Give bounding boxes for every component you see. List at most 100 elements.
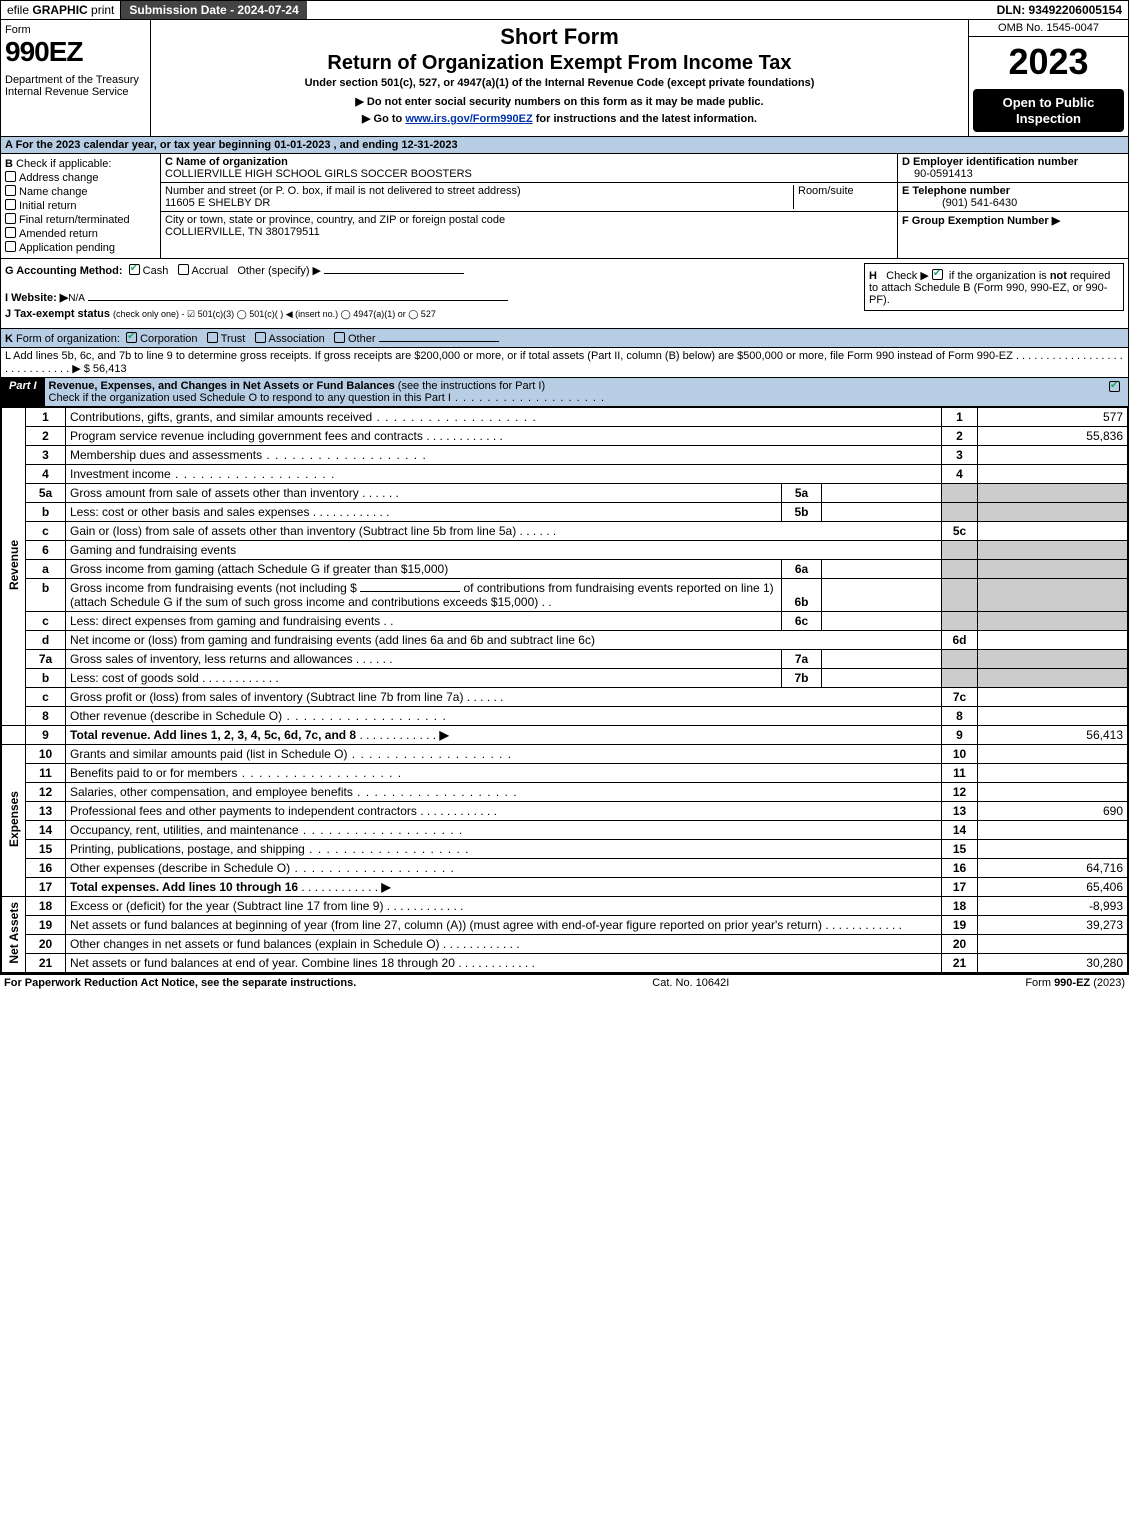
l11-num: 11 xyxy=(26,764,66,783)
chk-name-change[interactable] xyxy=(5,185,16,196)
chk-trust[interactable] xyxy=(207,332,218,343)
l6-desc: Gaming and fundraising events xyxy=(66,541,942,560)
l2-amt: 55,836 xyxy=(978,427,1128,446)
l17-desc: Total expenses. Add lines 10 through 16 … xyxy=(66,878,942,897)
g-label: G Accounting Method: xyxy=(5,265,123,277)
l13-desc: Professional fees and other payments to … xyxy=(66,802,942,821)
l5c-desc: Gain or (loss) from sale of assets other… xyxy=(66,522,942,541)
e-label: E Telephone number xyxy=(902,185,1010,197)
l1-desc: Contributions, gifts, grants, and simila… xyxy=(66,408,942,427)
line-21: 21 Net assets or fund balances at end of… xyxy=(2,954,1128,973)
irs-link[interactable]: www.irs.gov/Form990EZ xyxy=(405,113,532,125)
efile-print-word: print xyxy=(91,3,114,17)
line-5b: b Less: cost or other basis and sales ex… xyxy=(2,503,1128,522)
chk-final-return[interactable] xyxy=(5,213,16,224)
l12-amt xyxy=(978,783,1128,802)
footer-left: For Paperwork Reduction Act Notice, see … xyxy=(4,977,356,989)
l5b-num: b xyxy=(26,503,66,522)
b-item-5: Application pending xyxy=(19,242,115,254)
chk-schedule-o[interactable] xyxy=(1109,381,1120,392)
line-5c: c Gain or (loss) from sale of assets oth… xyxy=(2,522,1128,541)
l9-desc: Total revenue. Add lines 1, 2, 3, 4, 5c,… xyxy=(66,726,942,745)
l1-num: 1 xyxy=(26,408,66,427)
l20-desc: Other changes in net assets or fund bala… xyxy=(66,935,942,954)
form-label: Form xyxy=(5,24,146,36)
footer-center: Cat. No. 10642I xyxy=(356,977,1025,989)
l19-num: 19 xyxy=(26,916,66,935)
l6c-ln-grey xyxy=(942,612,978,631)
l13-amt: 690 xyxy=(978,802,1128,821)
l6d-amt xyxy=(978,631,1128,650)
footer-right-bold: 990-EZ xyxy=(1054,977,1090,989)
phone-value: (901) 541-6430 xyxy=(902,197,1017,209)
submission-date: Submission Date - 2024-07-24 xyxy=(121,1,306,19)
under-section: Under section 501(c), 527, or 4947(a)(1)… xyxy=(159,77,960,89)
c-name-block: C Name of organization COLLIERVILLE HIGH… xyxy=(161,154,897,183)
l15-num: 15 xyxy=(26,840,66,859)
chk-address-change[interactable] xyxy=(5,171,16,182)
chk-amended-return[interactable] xyxy=(5,227,16,238)
g-accrual: Accrual xyxy=(192,265,229,277)
b-label: B xyxy=(5,158,13,170)
l18-ln: 18 xyxy=(942,897,978,916)
l12-desc: Salaries, other compensation, and employ… xyxy=(66,783,942,802)
form-number: 990EZ xyxy=(5,36,146,68)
l2-ln: 2 xyxy=(942,427,978,446)
l10-num: 10 xyxy=(26,745,66,764)
l5b-amt-grey xyxy=(978,503,1128,522)
l6a-desc: Gross income from gaming (attach Schedul… xyxy=(66,560,782,579)
line-4: 4 Investment income 4 xyxy=(2,465,1128,484)
chk-other-org[interactable] xyxy=(334,332,345,343)
l5b-desc: Less: cost or other basis and sales expe… xyxy=(66,503,782,522)
line-18: Net Assets 18 Excess or (deficit) for th… xyxy=(2,897,1128,916)
chk-corp[interactable] xyxy=(126,332,137,343)
c-name-label: C Name of organization xyxy=(165,156,288,168)
c-room-label: Room/suite xyxy=(798,185,854,197)
l4-desc: Investment income xyxy=(66,465,942,484)
chk-initial-return[interactable] xyxy=(5,199,16,210)
part-i-header: Part I Revenue, Expenses, and Changes in… xyxy=(1,378,1128,407)
l8-ln: 8 xyxy=(942,707,978,726)
form-outer: Form 990EZ Department of the Treasury In… xyxy=(0,20,1129,974)
l6a-num: a xyxy=(26,560,66,579)
other-org-line xyxy=(379,341,499,342)
l6-ln-grey xyxy=(942,541,978,560)
l7b-sv xyxy=(822,669,942,688)
row-k: K Form of organization: Corporation Trus… xyxy=(1,329,1128,348)
l6c-sv xyxy=(822,612,942,631)
header-right: OMB No. 1545-0047 2023 Open to Public In… xyxy=(968,20,1128,136)
l8-desc: Other revenue (describe in Schedule O) xyxy=(66,707,942,726)
l6d-desc: Net income or (loss) from gaming and fun… xyxy=(66,631,942,650)
chk-application-pending[interactable] xyxy=(5,241,16,252)
l4-amt xyxy=(978,465,1128,484)
line-16: 16 Other expenses (describe in Schedule … xyxy=(2,859,1128,878)
l9-num: 9 xyxy=(26,726,66,745)
efile-print[interactable]: efile GRAPHIC print xyxy=(1,1,121,19)
chk-accrual[interactable] xyxy=(178,264,189,275)
chk-assoc[interactable] xyxy=(255,332,266,343)
goto-pre: ▶ Go to xyxy=(362,113,405,125)
line-7c: c Gross profit or (loss) from sales of i… xyxy=(2,688,1128,707)
l16-num: 16 xyxy=(26,859,66,878)
l17-num: 17 xyxy=(26,878,66,897)
l17-amt: 65,406 xyxy=(978,878,1128,897)
b-item-4: Amended return xyxy=(19,228,98,240)
l6-amt-grey xyxy=(978,541,1128,560)
chk-cash[interactable] xyxy=(129,264,140,275)
line-1: Revenue 1 Contributions, gifts, grants, … xyxy=(2,408,1128,427)
l6b-amt-grey xyxy=(978,579,1128,612)
l6b-num: b xyxy=(26,579,66,612)
open-to-public: Open to Public Inspection xyxy=(973,89,1124,132)
c-street-label: Number and street (or P. O. box, if mail… xyxy=(165,185,521,197)
revenue-vlabel: Revenue xyxy=(2,408,26,726)
b-item-1: Name change xyxy=(19,186,88,198)
tax-year: 2023 xyxy=(969,37,1128,87)
goto-post: for instructions and the latest informat… xyxy=(533,113,757,125)
header-left: Form 990EZ Department of the Treasury In… xyxy=(1,20,151,136)
g-other: Other (specify) ▶ xyxy=(237,265,321,277)
l7a-sn: 7a xyxy=(782,650,822,669)
l7a-desc: Gross sales of inventory, less returns a… xyxy=(66,650,782,669)
chk-h[interactable] xyxy=(932,269,943,280)
l15-amt xyxy=(978,840,1128,859)
l20-amt xyxy=(978,935,1128,954)
